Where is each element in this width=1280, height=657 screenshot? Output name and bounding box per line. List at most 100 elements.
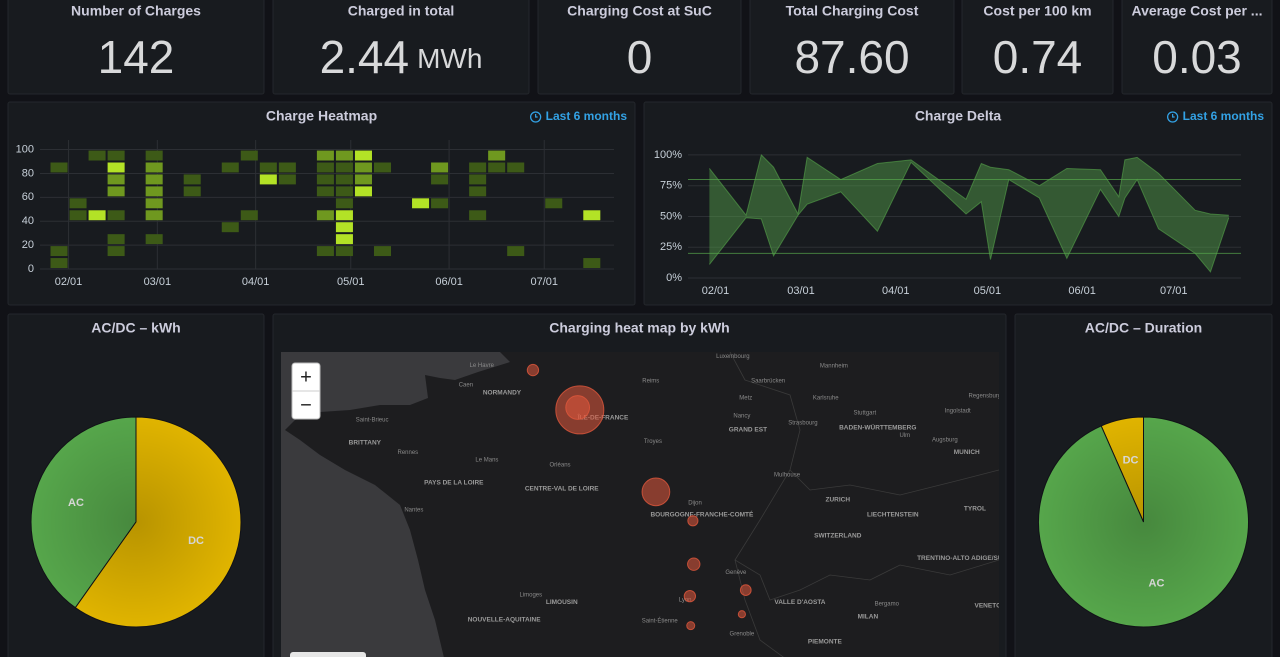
map-layer-button[interactable] <box>290 652 366 657</box>
map-bubble <box>683 589 697 603</box>
map-place-label: GRAND EST <box>729 426 767 433</box>
map-place-label: Karlsruhe <box>813 395 839 401</box>
heatmap-cell <box>107 150 125 161</box>
heatmap-cell <box>316 150 334 161</box>
heatmap-cell <box>335 234 353 245</box>
y-tick-label: 20 <box>22 239 34 251</box>
x-tick-label: 02/01 <box>702 285 730 297</box>
map-place-label: Genève <box>725 570 747 576</box>
map-place-label: PIEMONTE <box>808 639 843 646</box>
map-border <box>729 352 999 657</box>
x-tick-label: 07/01 <box>530 276 558 288</box>
map-place-label: Bergamo <box>875 602 900 608</box>
map-bubble <box>526 363 540 377</box>
map-place-label: Orléans <box>550 462 571 468</box>
map-place-label: BOURGOGNE-FRANCHE-COMTÉ <box>650 509 754 518</box>
stat-number: 142 <box>98 31 175 83</box>
heatmap-cell <box>354 150 372 161</box>
heatmap-cell <box>278 162 296 173</box>
heatmap-cell <box>183 186 201 197</box>
heatmap-cell <box>507 246 525 257</box>
heatmap-cell <box>507 162 525 173</box>
map-place-label: Lyon <box>679 597 692 603</box>
map-place-label: Grenoble <box>730 632 755 638</box>
heatmap-cell <box>50 258 68 268</box>
pie-label: DC <box>1123 454 1139 466</box>
heatmap-cell <box>145 186 163 197</box>
heatmap-cell <box>354 186 372 197</box>
heatmap-cell <box>335 162 353 173</box>
map-place-label: Mannheim <box>820 363 848 369</box>
stat-value: 0.03 <box>1152 31 1242 83</box>
y-tick-label: 60 <box>22 191 34 203</box>
stat-title: Average Cost per ... <box>1132 3 1263 19</box>
stat-panel <box>7 0 265 95</box>
heatmap-cell <box>259 174 277 185</box>
zoom-out-button[interactable]: − <box>300 394 312 416</box>
map-place-label: SWITZERLAND <box>814 533 862 540</box>
heatmap-cell <box>335 150 353 161</box>
map-place-label: ZURICH <box>825 496 850 503</box>
delta-area <box>709 154 1229 272</box>
map: Le Havre Caen NORMANDY Reims Luxembourg Saarb… <box>281 352 1002 657</box>
stat-number: 2.44 <box>320 31 410 83</box>
heatmap-cell <box>107 174 125 185</box>
heatmap-cell <box>107 186 125 197</box>
heatmap-cell <box>335 174 353 185</box>
stat-number: 0 <box>627 31 653 83</box>
time-range[interactable]: Last 6 months <box>546 109 628 123</box>
map-place-label: VALLE D'AOSTA <box>774 599 825 606</box>
map-place-label: LIMOUSIN <box>546 599 578 606</box>
map-place-label: BADEN-WÜRTTEMBERG <box>839 423 916 432</box>
heatmap-cell <box>69 210 87 221</box>
map-place-label: Dijon <box>688 500 702 506</box>
heatmap-cell <box>373 162 392 173</box>
pie-label: AC <box>1149 578 1165 590</box>
y-tick-label: 100% <box>654 149 682 161</box>
map-place-label: Nantes <box>404 508 423 514</box>
map-place-label: Regensburg <box>968 394 1001 400</box>
clock-hands <box>1172 114 1175 118</box>
stat-unit: MWh <box>417 43 482 74</box>
x-tick-label: 02/01 <box>55 276 83 288</box>
y-tick-label: 100 <box>16 143 34 155</box>
chart-panel <box>643 101 1273 306</box>
heatmap-cell <box>50 162 68 173</box>
map-place-label: TYROL <box>964 505 986 512</box>
stat-panel <box>272 0 530 95</box>
heatmap-cell <box>488 162 506 173</box>
zoom-in-button[interactable]: + <box>300 366 312 388</box>
heatmap-cell <box>145 162 163 173</box>
map-place-label: Saint-Brieuc <box>356 418 389 424</box>
map-place-label: Luxembourg <box>716 354 749 360</box>
x-tick-label: 05/01 <box>974 285 1002 297</box>
heatmap-cell <box>431 162 449 173</box>
heatmap-cell <box>469 174 487 185</box>
heatmap-cell <box>431 174 449 185</box>
map-place-label: Rennes <box>397 450 418 456</box>
heatmap-cell <box>316 210 334 221</box>
heatmap-cell <box>145 210 163 221</box>
map-place-label: Ingolstadt <box>945 409 971 415</box>
map-place-label: CENTRE-VAL DE LOIRE <box>525 486 599 493</box>
time-range[interactable]: Last 6 months <box>1183 109 1265 123</box>
chart-title: Charge Heatmap <box>266 108 377 124</box>
heatmap-cell <box>50 246 68 257</box>
y-tick-label: 80 <box>22 167 34 179</box>
stat-number: 0.74 <box>993 31 1083 83</box>
map-place-label: VENETO <box>975 602 1002 609</box>
heatmap-cell <box>335 186 353 197</box>
stat-value: 0.74 <box>993 31 1083 83</box>
heatmap-cell <box>412 198 430 209</box>
clock-hands <box>535 114 538 118</box>
map-place-label: Stuttgart <box>854 410 877 416</box>
map-place-label: Caen <box>459 383 473 389</box>
heatmap-cell <box>88 210 106 221</box>
heatmap-cell <box>316 162 334 173</box>
heatmap-cell <box>316 246 334 257</box>
map-bubble <box>687 557 701 571</box>
map-bubble <box>687 515 699 527</box>
y-tick-label: 0% <box>666 272 682 284</box>
stat-title: Cost per 100 km <box>983 3 1091 19</box>
